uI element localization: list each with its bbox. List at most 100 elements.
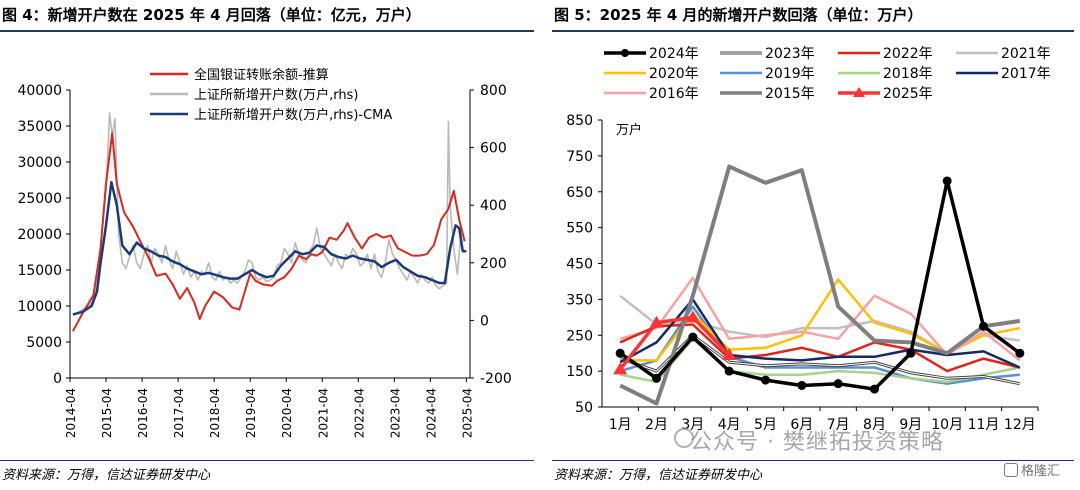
legend-label: 2016年 — [649, 86, 699, 102]
y-tick-label: 750 — [566, 149, 593, 165]
gelonghui-logo: 格隆汇 — [1004, 460, 1060, 479]
legend-marker — [853, 87, 865, 97]
series-line — [618, 315, 731, 371]
x-tick-label: 2016-04 — [136, 388, 150, 438]
y-right-tick-label: 600 — [480, 141, 507, 157]
left-title-rule — [0, 30, 534, 32]
x-tick-label: 8月 — [863, 417, 886, 433]
y-tick-label: 150 — [566, 364, 593, 380]
y-tick-label: 550 — [566, 221, 593, 237]
y-left-tick-label: 15000 — [17, 263, 62, 279]
logo-text: 格隆汇 — [1021, 464, 1061, 479]
y-right-tick-label: 200 — [480, 256, 507, 272]
x-tick-label: 2022-04 — [352, 388, 366, 438]
series-marker — [797, 380, 807, 390]
x-tick-label: 2021-04 — [316, 388, 330, 438]
wechat-icon — [674, 428, 694, 448]
y-tick-label: 350 — [566, 292, 593, 308]
x-tick-label: 2019-04 — [244, 388, 258, 438]
x-tick-label: 5月 — [754, 417, 777, 433]
legend-label: 上证所新增开户数(万户,rhs) — [194, 87, 358, 103]
series-marker — [649, 315, 664, 328]
x-tick-label: 2020-04 — [280, 388, 294, 438]
y-tick-label: 50 — [575, 400, 593, 416]
legend-label: 2020年 — [649, 66, 699, 82]
x-tick-label: 1月 — [609, 417, 632, 433]
logo-icon — [1004, 463, 1018, 477]
y-left-tick-label: 20000 — [17, 227, 62, 243]
legend-label: 2022年 — [883, 46, 933, 62]
series-marker — [652, 373, 661, 383]
x-tick-label: 2017-04 — [172, 388, 186, 438]
series-line — [619, 164, 1021, 406]
series-marker — [724, 366, 734, 376]
y-left-tick-label: 25000 — [17, 191, 62, 207]
right-source-rule — [552, 460, 1074, 461]
x-tick-label: 4月 — [718, 417, 741, 433]
x-tick-label: 2015-04 — [100, 388, 114, 438]
x-tick-label: 2023-04 — [388, 388, 402, 438]
legend-label: 2019年 — [765, 66, 815, 82]
x-tick-label: 10月 — [931, 417, 963, 433]
legend-label: 2017年 — [1001, 66, 1051, 82]
series-line — [619, 298, 1021, 369]
right-title-rule — [552, 30, 1074, 32]
legend-label: 2015年 — [765, 86, 815, 102]
left-source: 资料来源：万得，信达证券研发中心 — [2, 468, 211, 483]
y-tick-label: 450 — [566, 257, 593, 273]
left-chart-panel: 图 4：新增开户数在 2025 年 4 月回落（单位：亿元，万户） 0 5000 1… — [0, 6, 534, 483]
left-source-rule — [0, 460, 534, 461]
x-tick-label: 2018-04 — [208, 388, 222, 438]
x-tick-label: 2月 — [645, 417, 668, 433]
series-marker — [761, 375, 770, 385]
legend-label: 上证所新增开户数(万户,rhs)-CMA — [194, 107, 392, 123]
y-left-tick-label: 35000 — [17, 119, 62, 135]
legend-label: 2025年 — [883, 86, 933, 102]
x-tick-label: 12月 — [1004, 417, 1036, 433]
x-tick-label: 2014-04 — [64, 388, 78, 438]
legend-label: 2023年 — [765, 46, 815, 62]
series-marker — [685, 310, 700, 323]
legend-label: 全国银证转账余额-推算 — [194, 67, 329, 83]
y-right-tick-label: 800 — [480, 83, 507, 99]
x-tick-label: 6月 — [790, 417, 813, 433]
series-marker — [833, 379, 843, 389]
y-left-tick-label: 30000 — [17, 155, 62, 171]
series-marker — [1015, 348, 1025, 358]
x-tick-label: 7月 — [827, 417, 850, 433]
y-tick-label: 250 — [566, 328, 593, 344]
series-marker — [942, 176, 952, 186]
y-left-tick-label: 0 — [53, 371, 62, 387]
series-line — [619, 179, 1021, 391]
series-marker — [906, 348, 916, 358]
series-line — [619, 323, 1021, 373]
y-left-tick-label: 10000 — [17, 299, 62, 315]
x-tick-label: 2024-04 — [424, 388, 438, 438]
series-line — [72, 132, 466, 332]
left-chart-svg: 0 5000 10000 15000 20000 25000 30000 35000 40000… — [17, 67, 512, 438]
series-marker — [870, 384, 879, 394]
y-tick-label: 850 — [566, 113, 593, 129]
x-tick-label: 11月 — [968, 417, 1000, 433]
series-marker — [688, 332, 698, 342]
x-tick-label: 9月 — [899, 417, 922, 433]
legend-label: 2024年 — [649, 46, 699, 62]
y-right-tick-label: 0 — [480, 313, 489, 329]
right-source: 资料来源：万得，信达证券研发中心 — [554, 468, 763, 483]
y-right-tick-label: 400 — [480, 198, 507, 214]
series-marker — [722, 347, 737, 360]
x-tick-label: 2025-04 — [460, 388, 474, 438]
legend-label: 2018年 — [883, 66, 933, 82]
y-tick-label: 650 — [566, 185, 593, 201]
left-chart-title: 图 4：新增开户数在 2025 年 4 月回落（单位：亿元，万户） — [2, 6, 421, 24]
watermark: 公众号 · 樊继拓投资策略 — [690, 430, 944, 455]
right-chart-panel: 图 5：2025 年 4 月的新增开户数回落（单位：万户） 50 150 250 35… — [552, 0, 1080, 490]
y-right-tick-label: -200 — [480, 371, 512, 387]
series-marker — [615, 348, 625, 358]
series-marker — [979, 321, 988, 331]
y-unit-label: 万户 — [616, 122, 642, 138]
right-chart-title: 图 5：2025 年 4 月的新增开户数回落（单位：万户） — [554, 6, 923, 24]
legend-label: 2021年 — [1001, 46, 1051, 62]
y-left-tick-label: 40000 — [17, 83, 62, 99]
